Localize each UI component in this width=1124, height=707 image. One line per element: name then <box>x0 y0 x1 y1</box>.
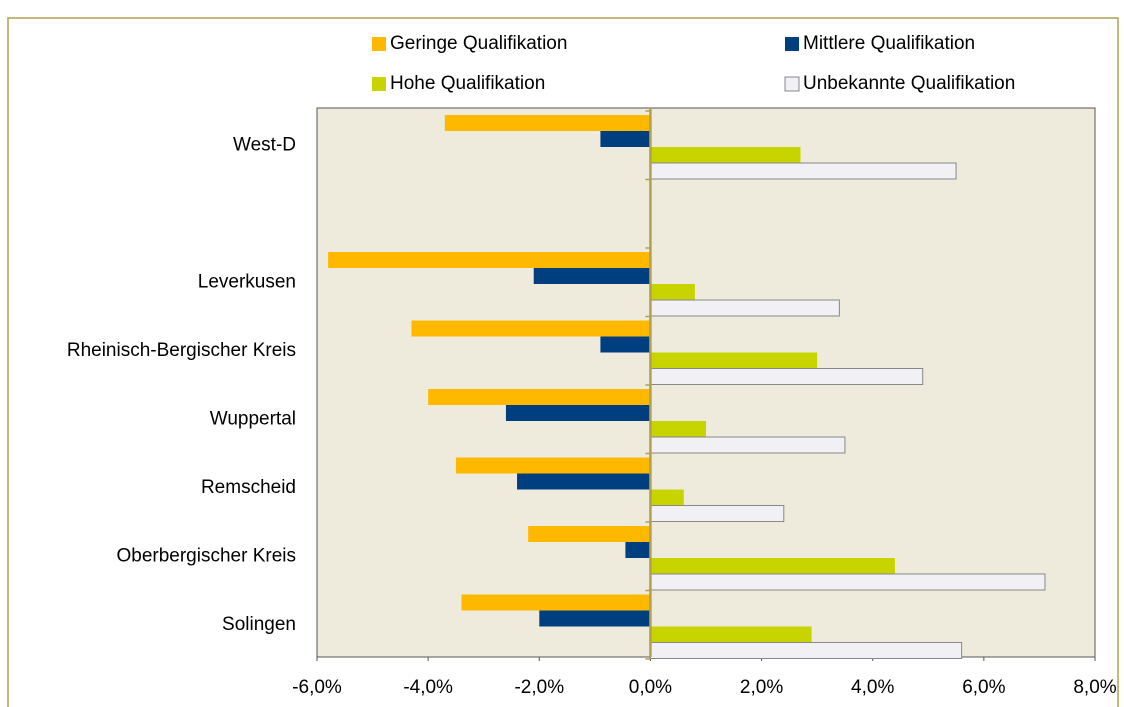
bar <box>649 162 957 180</box>
bar <box>517 473 651 490</box>
x-tick-label: -6,0% <box>292 677 342 698</box>
x-tick-label: -4,0% <box>403 677 453 698</box>
bar <box>649 368 924 385</box>
x-tick-label: 0,0% <box>629 677 672 698</box>
bar <box>461 594 651 611</box>
x-tick-label: -2,0% <box>514 677 564 698</box>
y-tick-label: Remscheid <box>201 477 296 498</box>
bar <box>650 147 801 163</box>
bar <box>649 573 1046 591</box>
bar <box>428 389 651 405</box>
x-tick-label: 4,0% <box>851 677 894 698</box>
x-tick-label: 8,0% <box>1073 677 1116 698</box>
y-tick-label: Wuppertal <box>210 408 296 429</box>
bar <box>650 421 706 437</box>
bar <box>649 436 846 454</box>
bar <box>649 299 840 317</box>
bar <box>328 252 651 268</box>
bar <box>650 626 812 643</box>
bar <box>411 320 651 337</box>
bar <box>650 284 695 300</box>
bar <box>650 352 818 369</box>
legend-label: Unbekannte Qualifikation <box>803 73 1015 94</box>
bar <box>650 489 684 506</box>
bar <box>625 542 651 558</box>
bar <box>649 642 963 659</box>
legend-label: Mittlere Qualifikation <box>803 33 975 54</box>
y-tick-label: Solingen <box>222 614 296 635</box>
y-tick-label: Oberbergischer Kreis <box>116 545 296 566</box>
y-tick-label: West-D <box>233 134 296 155</box>
legend-swatch <box>785 37 799 51</box>
bar <box>650 558 895 574</box>
x-tick-label: 6,0% <box>962 677 1005 698</box>
x-tick-label: 2,0% <box>740 677 783 698</box>
bar <box>600 131 651 147</box>
bar <box>539 610 651 627</box>
legend-label: Geringe Qualifikation <box>390 33 567 54</box>
legend-swatch <box>372 37 386 51</box>
bar <box>505 405 651 421</box>
bar <box>455 457 651 474</box>
bar <box>533 268 651 284</box>
y-tick-label: Leverkusen <box>198 271 296 292</box>
y-tick-label: Rheinisch-Bergischer Kreis <box>67 340 296 361</box>
legend-label: Hohe Qualifikation <box>390 73 545 94</box>
bar <box>600 336 651 353</box>
legend-swatch <box>784 76 800 92</box>
bar <box>649 505 785 522</box>
legend-swatch <box>372 77 386 91</box>
bar <box>528 526 651 542</box>
bar <box>444 115 651 131</box>
